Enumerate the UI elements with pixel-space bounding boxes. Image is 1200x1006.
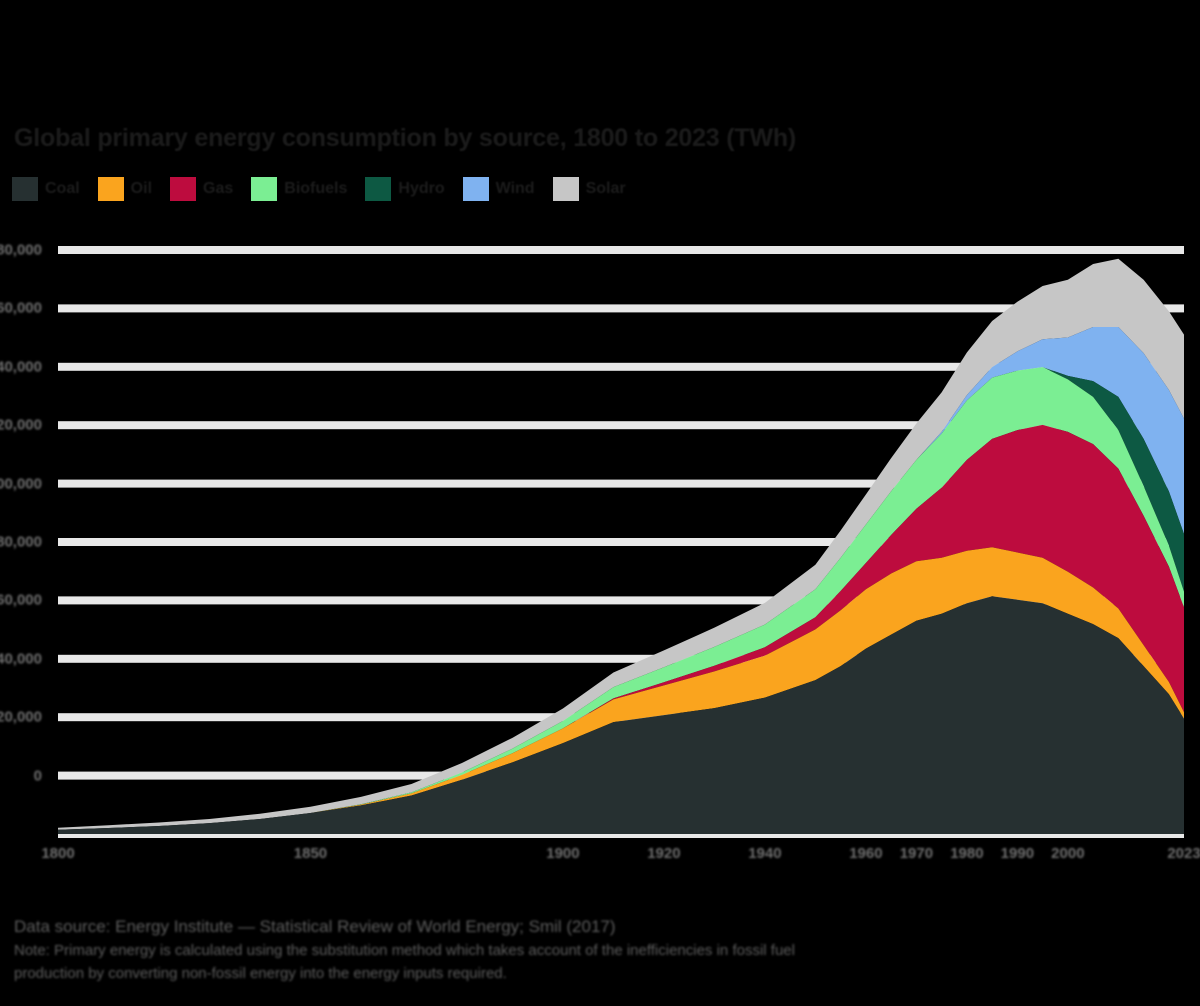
plot-area (0, 240, 1200, 840)
gridline (58, 304, 1184, 313)
x-axis: 1800 1850 1900 1920 1940 1960 1970 1980 1990 2000… (0, 845, 1200, 871)
y-tick-label: 60,000 (0, 591, 42, 609)
legend-item-biofuels[interactable]: Biofuels (251, 177, 347, 201)
legend-swatch-icon (12, 177, 38, 201)
y-tick-label: 20,000 (0, 708, 42, 726)
gridline (58, 421, 1184, 430)
legend-swatch-icon (462, 177, 489, 201)
legend-swatch-icon (97, 177, 124, 201)
legend-swatch-icon (552, 177, 579, 201)
legend-label: Wind (495, 180, 535, 197)
legend-swatch-icon (170, 177, 197, 201)
footnote-line-3: production by converting non-fossil ener… (14, 964, 507, 982)
legend-label: Oil (130, 180, 153, 197)
gridline (58, 654, 1184, 663)
page-title: Global primary energy consumption by sou… (14, 124, 797, 152)
legend-item-solar[interactable]: Solar (552, 177, 626, 201)
area-band-solar[interactable] (58, 258, 1184, 830)
y-tick-label: 0 (33, 767, 42, 785)
x-tick-label: 1900 (546, 845, 580, 862)
legend-item-oil[interactable]: Oil (97, 177, 153, 201)
x-tick-label: 1940 (748, 845, 782, 862)
gridline (58, 538, 1184, 546)
gridline (58, 596, 1184, 605)
gridline (58, 362, 1184, 371)
gridline (58, 479, 1184, 488)
legend-label: Solar (585, 180, 626, 197)
chart-footer: Data source: Energy Institute — Statisti… (14, 916, 1188, 986)
y-tick-label: 140,000 (0, 358, 42, 376)
y-tick-label: 80,000 (0, 533, 42, 551)
x-tick-label: 2023 (1167, 845, 1200, 862)
x-tick-label: 1800 (41, 845, 75, 862)
area-band-coal[interactable] (58, 596, 1184, 834)
legend-label: Biofuels (284, 180, 348, 197)
x-tick-label: 1990 (1000, 845, 1035, 862)
x-tick-label: 2000 (1051, 845, 1085, 862)
legend-item-gas[interactable]: Gas (170, 177, 233, 201)
x-tick-label: 1980 (950, 845, 984, 862)
gridline (58, 246, 1184, 254)
legend-swatch-icon (365, 177, 392, 201)
y-tick-label: 180,000 (0, 241, 42, 259)
area-band-gas[interactable] (58, 424, 1184, 830)
x-tick-label: 1960 (849, 845, 883, 862)
x-tick-label: 1850 (293, 845, 328, 862)
y-tick-label: 160,000 (0, 299, 42, 317)
legend-item-hydro[interactable]: Hydro (365, 177, 445, 201)
y-tick-label: 120,000 (0, 416, 42, 434)
chart-legend: Coal Oil Gas Biofuels Hydro Wind Solar (12, 176, 644, 202)
footnote-line-2: Note: Primary energy is calculated using… (14, 942, 795, 960)
x-tick-label: 1920 (647, 845, 681, 862)
legend-label: Hydro (398, 180, 445, 197)
stacked-area-chart (58, 246, 1184, 838)
legend-label: Coal (45, 180, 80, 197)
legend-item-coal[interactable]: Coal (12, 177, 80, 201)
footnote-line-1: Data source: Energy Institute — Statisti… (14, 917, 616, 936)
y-tick-label: 40,000 (0, 650, 42, 668)
legend-swatch-icon (251, 177, 278, 201)
y-tick-label: 100,000 (0, 475, 42, 493)
area-band-oil[interactable] (58, 547, 1184, 830)
legend-label: Gas (203, 180, 234, 197)
y-axis: 180,000 160,000 140,000 120,000 100,000 80,00… (0, 240, 48, 840)
legend-item-wind[interactable]: Wind (462, 177, 535, 201)
area-band-biofuels[interactable] (58, 367, 1184, 830)
x-tick-label: 1970 (899, 845, 934, 862)
